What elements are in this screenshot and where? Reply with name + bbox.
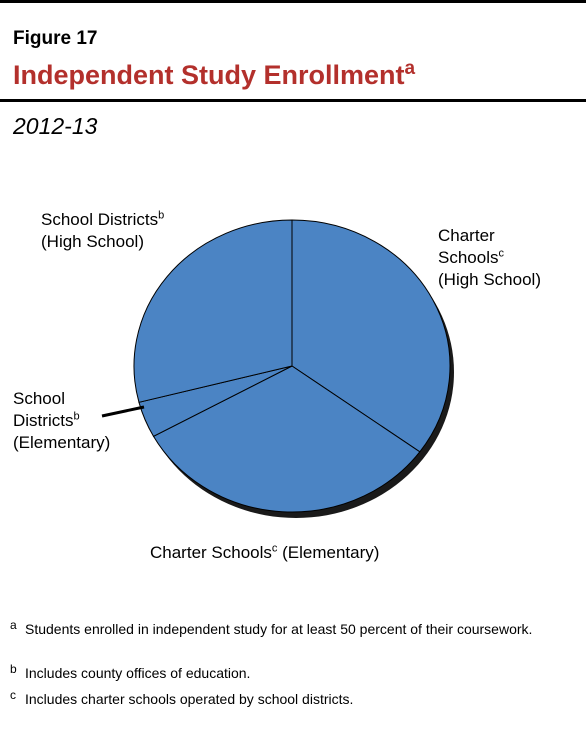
footnote-c-text: Includes charter schools operated by sch… xyxy=(25,691,354,707)
label-district-high-line1: School Districtsb xyxy=(41,209,164,231)
label-district-high: School Districtsb (High School) xyxy=(41,209,164,253)
footnote-b: b Includes county offices of education. xyxy=(10,662,565,682)
label-district-high-line2: (High School) xyxy=(41,232,144,251)
slice-district-high xyxy=(133,219,293,403)
footnote-a-text: Students enrolled in independent study f… xyxy=(25,621,533,637)
label-district-high-text1: School Districts xyxy=(41,210,159,229)
label-district-elementary-line1: School xyxy=(13,389,65,408)
figure-title-note: a xyxy=(404,58,416,79)
label-charter-elementary-text2: (Elementary) xyxy=(277,543,380,562)
label-charter-high-line1: Charter xyxy=(438,226,495,245)
figure-label: Figure 17 xyxy=(13,28,98,49)
label-charter-high-line2: Schoolsc xyxy=(438,247,541,269)
footnote-c-mark: c xyxy=(10,688,16,702)
title-rule xyxy=(0,99,586,102)
footnote-a: a Students enrolled in independent study… xyxy=(10,618,565,638)
footnote-b-mark: b xyxy=(10,662,17,676)
label-charter-elementary: Charter Schoolsc (Elementary) xyxy=(150,542,379,564)
figure-title: Independent Study Enrollmenta xyxy=(13,58,415,91)
label-charter-high-note: c xyxy=(498,247,504,260)
label-charter-high: Charter Schoolsc (High School) xyxy=(438,225,541,291)
figure-title-text: Independent Study Enrollment xyxy=(13,60,405,90)
pie-chart xyxy=(101,219,454,518)
label-district-elementary-note: b xyxy=(73,410,80,423)
pie-slices xyxy=(133,219,451,513)
footnote-a-mark: a xyxy=(10,618,17,632)
label-charter-elementary-note: c xyxy=(271,542,278,555)
label-district-elementary-line3: (Elementary) xyxy=(13,433,111,452)
slice-charter-high xyxy=(291,219,451,453)
top-rule xyxy=(0,0,586,3)
footnote-b-text: Includes county offices of education. xyxy=(25,665,251,681)
label-charter-high-line3: (High School) xyxy=(438,270,541,289)
sd-elementary-leader-line xyxy=(101,405,145,418)
label-district-elementary: School Districtsb (Elementary) xyxy=(13,388,110,454)
label-district-elementary-line2: Districtsb xyxy=(13,410,110,432)
figure-subtitle: 2012-13 xyxy=(13,113,98,139)
label-charter-elementary-text1: Charter Schools xyxy=(150,543,272,562)
label-district-elementary-text2: Districts xyxy=(13,411,74,430)
label-district-high-note: b xyxy=(158,209,165,222)
label-charter-high-text2: Schools xyxy=(438,248,499,267)
slice-charter-elementary xyxy=(152,365,421,513)
footnote-c: c Includes charter schools operated by s… xyxy=(10,688,565,708)
